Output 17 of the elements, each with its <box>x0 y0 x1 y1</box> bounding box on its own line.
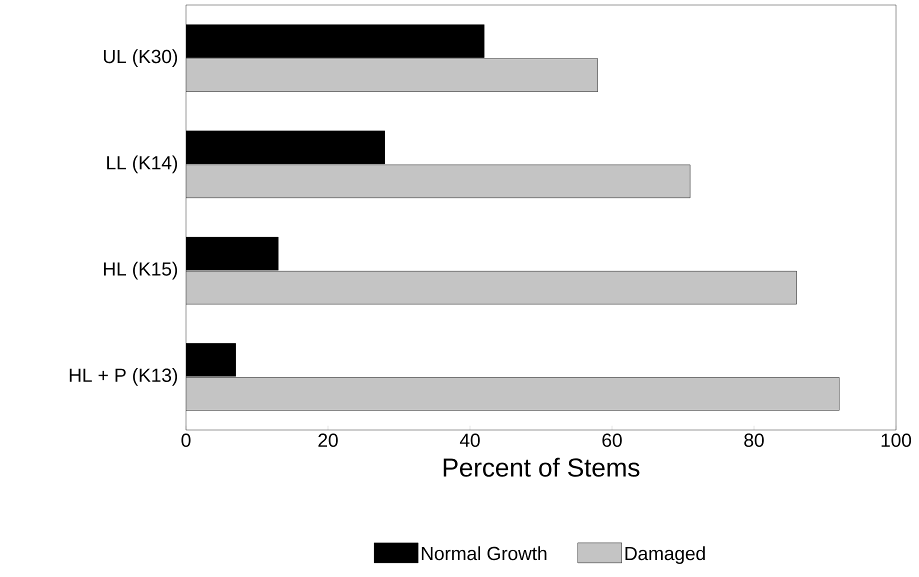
x-tick-label: 60 <box>602 434 622 447</box>
x-tick-label: 100 <box>882 434 912 447</box>
y-tick-label: HL + P (K13) <box>70 368 178 386</box>
bar <box>186 58 598 92</box>
y-tick-label: HL (K15) <box>104 262 178 280</box>
bar <box>186 377 840 411</box>
bar <box>186 164 690 198</box>
x-tick-label: 80 <box>744 434 764 447</box>
x-axis-title: Percent of Stems <box>444 458 640 477</box>
y-tick-label: UL (K30) <box>104 49 178 67</box>
legend-label: Damaged <box>626 546 705 564</box>
legend-label: Normal Growth <box>422 546 546 560</box>
x-tick-label: 0 <box>181 434 191 447</box>
x-tick-label: 20 <box>318 434 338 447</box>
y-tick-label: LL (K14) <box>107 156 178 174</box>
x-tick-label: 40 <box>460 434 480 447</box>
bar <box>186 270 797 304</box>
